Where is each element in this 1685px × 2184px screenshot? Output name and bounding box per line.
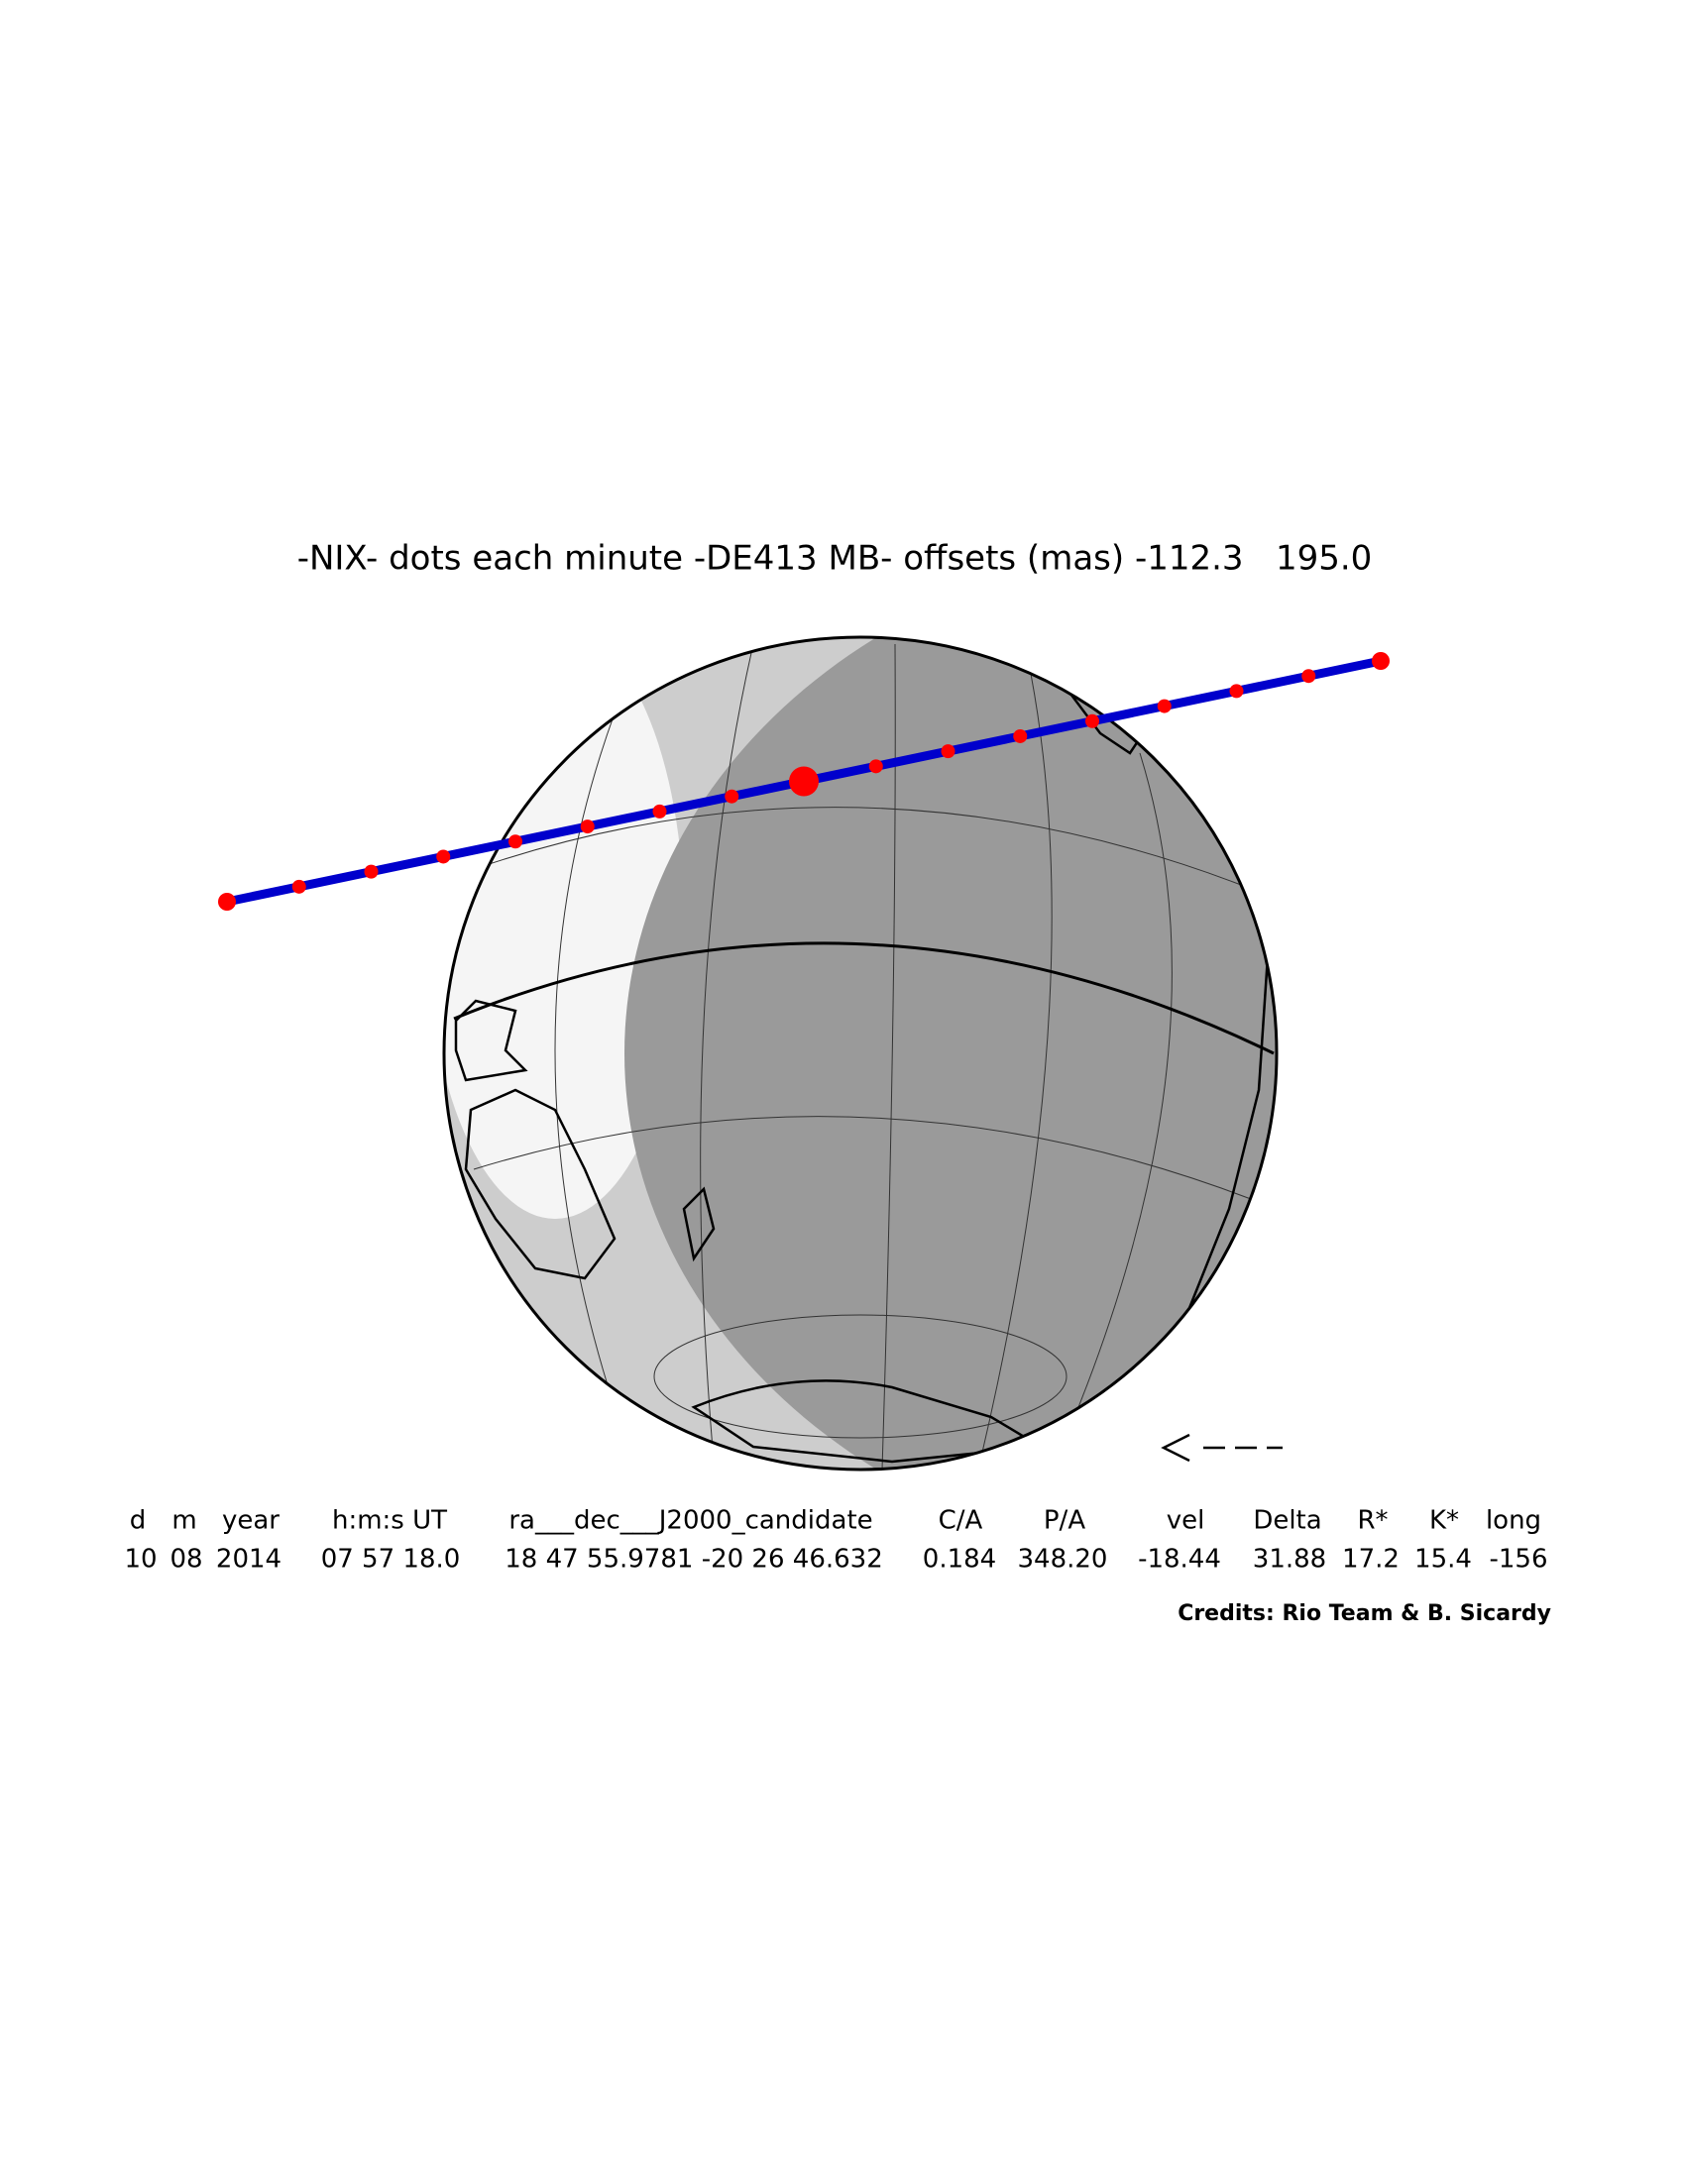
equator [453,941,1275,1055]
table-header-cell: K* [1429,1506,1459,1536]
table-header-cell: ra___dec___J2000_candidate [508,1506,872,1536]
minute-dot [725,789,739,804]
direction-arrow [1161,1433,1283,1463]
credits: Credits: Rio Team & B. Sicardy [1178,1601,1551,1626]
minute-dot [218,893,236,911]
minute-dot [436,849,451,864]
minute-dot [291,879,306,894]
minute-dot [1013,728,1028,743]
globe [442,635,1279,1472]
table-header-cell: vel [1167,1506,1205,1536]
minute-dot [580,819,595,834]
minute-dot [1085,713,1099,728]
minute-dot [1229,684,1244,699]
table-cell: -156 [1489,1545,1547,1575]
minute-dot [364,864,379,879]
table-cell: 2014 [216,1545,281,1575]
table-cell: 31.88 [1253,1545,1326,1575]
table-header-cell: P/A [1044,1506,1085,1536]
minute-dot [508,834,522,849]
table-cell: 07 57 18.0 [321,1545,461,1575]
minute-dot [941,744,955,759]
night-region [624,637,1277,1470]
table-cell: 18 47 55.9781 -20 26 46.632 [505,1545,883,1575]
table-header-cell: h:m:s UT [332,1506,447,1536]
event-table: d m year h:m:s UT ra___dec___J2000_candidate… [124,1506,1547,1575]
table-cell: 10 [124,1545,157,1575]
table-cell: 348.20 [1018,1545,1108,1575]
minute-dot [1301,669,1316,684]
closest-approach-dot [789,766,819,797]
table-cell: 15.4 [1414,1545,1472,1575]
graticule [465,643,1260,1470]
table-cell: 08 [169,1545,202,1575]
minute-dot [1372,652,1390,670]
table-cell: 0.184 [923,1545,996,1575]
table-header-cell: long [1486,1506,1541,1536]
minute-dot [1157,699,1172,713]
minute-dot [868,759,883,774]
table-header-cell: C/A [939,1506,983,1536]
table-cell: -18.44 [1138,1545,1221,1575]
minute-dot [652,804,667,819]
table-header-cell: m [171,1506,196,1536]
title: -NIX- dots each minute -DE413 MB- offset… [297,539,1373,579]
table-header-cell: d [130,1506,147,1536]
table-header-cell: year [222,1506,280,1536]
table-header-cell: R* [1357,1506,1388,1536]
limb [442,635,1279,1472]
table-header-cell: Delta [1253,1506,1321,1536]
table-cell: 17.2 [1342,1545,1400,1575]
shadow-track [218,652,1390,911]
